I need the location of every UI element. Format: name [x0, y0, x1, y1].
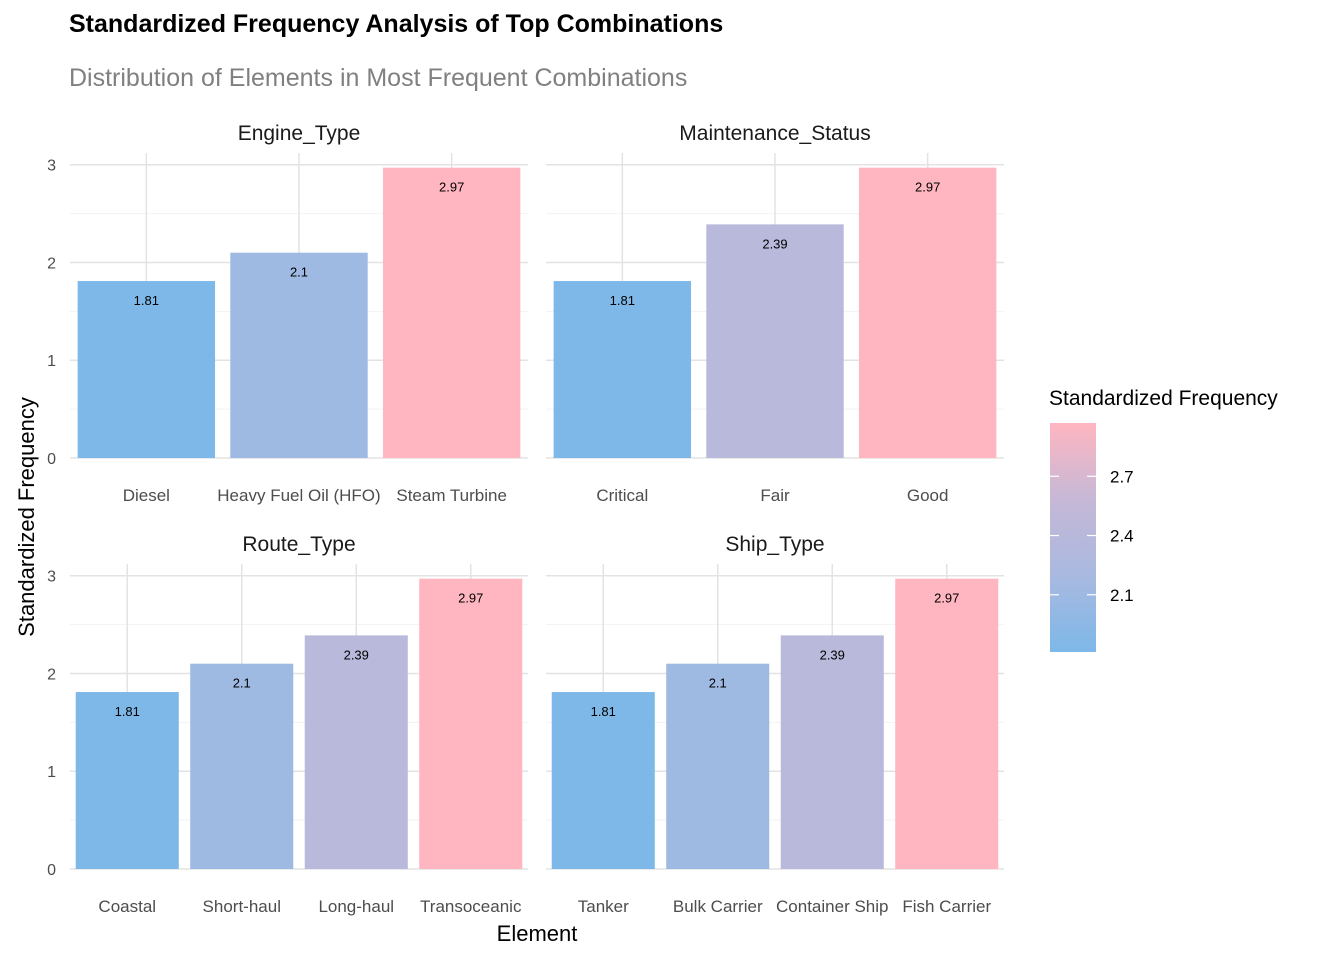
y-tick-label: 1 [47, 353, 56, 370]
data-label: 1.81 [610, 293, 635, 308]
data-label: 1.81 [115, 704, 140, 719]
x-tick-label: Diesel [123, 486, 170, 505]
bar-fair [706, 224, 844, 458]
chart-subtitle: Distribution of Elements in Most Frequen… [69, 64, 688, 92]
legend-tick-label: 2.1 [1110, 586, 1134, 605]
bar-bulk-carrier [666, 663, 770, 869]
legend-tick-label: 2.4 [1110, 527, 1134, 546]
y-axis-title: Standardized Frequency [14, 397, 39, 637]
data-label: 2.1 [709, 676, 727, 691]
data-label: 1.81 [134, 293, 159, 308]
facet-strip-ship_type: Ship_Type [725, 533, 824, 556]
bar-transoceanic [419, 578, 523, 869]
y-tick-label: 2 [47, 666, 56, 683]
facet-strip-maintenance_status: Maintenance_Status [679, 122, 870, 145]
data-label: 2.1 [290, 265, 308, 280]
data-label: 2.97 [915, 180, 940, 195]
x-tick-label: Fish Carrier [902, 897, 991, 916]
bar-container-ship [780, 635, 884, 869]
bar-good [858, 167, 997, 459]
data-label: 2.1 [233, 676, 251, 691]
data-label: 2.97 [439, 180, 464, 195]
bar-fish-carrier [895, 578, 999, 869]
data-label: 2.39 [820, 647, 845, 662]
legend-title: Standardized Frequency [1049, 387, 1278, 410]
data-label: 2.39 [344, 647, 369, 662]
x-tick-label: Heavy Fuel Oil (HFO) [217, 486, 380, 505]
data-label: 1.81 [591, 704, 616, 719]
x-tick-label: Long-haul [318, 897, 394, 916]
bar-long-haul [304, 635, 408, 869]
x-tick-label: Transoceanic [420, 897, 522, 916]
x-tick-label: Tanker [578, 897, 629, 916]
x-tick-label: Good [907, 486, 949, 505]
x-tick-label: Fair [760, 486, 790, 505]
legend-tick-label: 2.7 [1110, 467, 1134, 486]
y-tick-label: 0 [47, 862, 56, 879]
x-tick-label: Bulk Carrier [673, 897, 763, 916]
bar-steam-turbine [382, 167, 521, 459]
facet-strip-route_type: Route_Type [242, 533, 355, 556]
y-tick-label: 3 [47, 158, 56, 175]
data-label: 2.97 [934, 591, 959, 606]
legend-colorbar [1050, 423, 1096, 652]
y-tick-label: 0 [47, 451, 56, 468]
chart-title: Standardized Frequency Analysis of Top C… [69, 10, 724, 38]
x-tick-label: Short-haul [203, 897, 281, 916]
data-label: 2.97 [458, 591, 483, 606]
data-label: 2.39 [762, 236, 787, 251]
x-axis-title: Element [497, 921, 578, 946]
bar-short-haul [190, 663, 294, 869]
facet-strip-engine_type: Engine_Type [238, 122, 361, 145]
y-tick-label: 1 [47, 764, 56, 781]
bar-coastal [75, 692, 179, 869]
bar-diesel [77, 281, 216, 458]
bar-tanker [551, 692, 655, 869]
bar-heavy-fuel-oil-hfo- [230, 252, 368, 458]
y-tick-label: 2 [47, 255, 56, 272]
x-tick-label: Critical [596, 486, 648, 505]
x-tick-label: Container Ship [776, 897, 888, 916]
x-tick-label: Steam Turbine [396, 486, 507, 505]
x-tick-label: Coastal [98, 897, 156, 916]
bar-critical [553, 281, 692, 458]
y-tick-label: 3 [47, 569, 56, 586]
